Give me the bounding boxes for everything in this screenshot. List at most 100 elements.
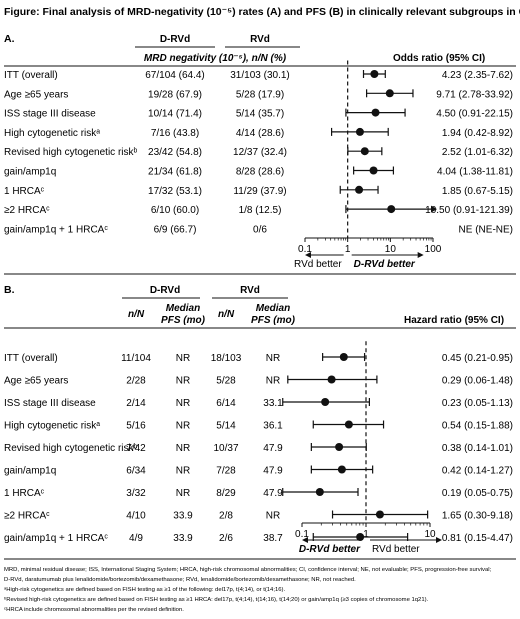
panel-a-x-tick-label: 1 (345, 244, 351, 255)
panel-a-row-label: Revised high cytogenetic riskᵇ (4, 147, 138, 158)
panel-b-forest-plot: 0.1 1 10 D-RVd better RVd better (282, 341, 442, 555)
panel-b-rvd-n-value: 7/28 (216, 466, 236, 477)
panel-b-rvd-pfs-value: 33.1 (263, 398, 283, 409)
panel-a-drvd-value: 67/104 (64.4) (145, 70, 205, 81)
panel-b-rvd-pfs-value: NR (266, 353, 280, 364)
panel-a-drvd-value: 6/9 (66.7) (154, 224, 197, 235)
panel-b-effect-text: 0.42 (0.14-1.27) (442, 466, 513, 477)
panel-b-row-label: ITT (overall) (4, 353, 58, 364)
panel-b-direction-arrowhead-right (436, 537, 442, 543)
panel-b-effect-text: 0.23 (0.05-1.13) (442, 398, 513, 409)
panel-a-point-estimate (371, 108, 380, 117)
panel-b-rvd-pfs-value: 47.9 (263, 443, 283, 454)
panel-b-effect-text: 0.81 (0.15-4.47) (442, 533, 513, 544)
panel-a-row-label: 1 HRCAᶜ (4, 186, 45, 197)
panel-b-rvd-n-value: 5/28 (216, 376, 236, 387)
panel-b-row-label: 1 HRCAᶜ (4, 488, 45, 499)
panel-b-point-estimate (315, 488, 324, 496)
panel-a-row-label: gain/amp1q (4, 167, 56, 178)
panel-a-rvd-value: 8/28 (28.6) (236, 167, 284, 178)
panel-a-point-estimate (369, 166, 378, 175)
panel-b-row-label: High cytogenetic riskᵃ (4, 421, 100, 432)
panel-b-drvd-pfs-value: NR (176, 488, 190, 499)
panel-a-metric-header: MRD negativity (10⁻⁵), n/N (%) (144, 53, 287, 64)
panel-b-drvd-pfs-value: NR (176, 376, 190, 387)
panel-a-point-estimate (370, 70, 379, 78)
panel-a-row-label: Age ≥65 years (4, 89, 68, 100)
panel-b-drvd-n-value: 4/9 (129, 533, 143, 544)
panel-b-effect-text: 0.45 (0.21-0.95) (442, 353, 513, 364)
panel-a-effect-text: 2.52 (1.01-6.32) (442, 147, 513, 158)
panel-a-point-estimate (360, 147, 369, 156)
panel-b-point-estimate (339, 353, 348, 361)
panel-b-rvd-n-value: 8/29 (216, 488, 236, 499)
panel-b-rvd-pfs-value: 47.9 (263, 466, 283, 477)
panel-b-drvd-pfs-value: NR (176, 466, 190, 477)
panel-a-row-label: ITT (overall) (4, 70, 58, 81)
panel-b-effect-text: 0.54 (0.15-1.88) (442, 421, 513, 432)
panel-a-ci-arrow (431, 205, 437, 213)
panel-b-rvd-n-value: 2/8 (219, 511, 233, 522)
panel-b-row-label: Revised high cytogenetic riskᵇ (4, 443, 138, 454)
panel-a-drvd-header: D-RVd (160, 34, 190, 45)
panel-a-point-estimate (387, 205, 396, 214)
panel-b: B. D-RVd RVd n/N Median PFS (mo) n/N Med… (4, 284, 516, 560)
panel-b-sub-header-rvd-pfs-1: Median (256, 303, 290, 314)
panel-a-x-tick-label: 100 (425, 244, 442, 255)
panel-a-drvd-value: 17/32 (53.1) (148, 186, 202, 197)
panel-a-effect-text: 9.71 (2.78-33.92) (436, 89, 513, 100)
panel-a-direction-arrowhead-right (417, 252, 424, 258)
panel-a-row-label: ≥2 HRCAᶜ (4, 205, 50, 216)
panel-a-x-tick-label: 10 (385, 244, 397, 255)
panel-b-effect-header: Hazard ratio (95% CI) (404, 315, 504, 326)
panel-b-sub-header-drvd-pfs-2: PFS (mo) (161, 315, 206, 326)
panel-b-rvd-n-value: 18/103 (211, 353, 242, 364)
footnote-c: ᶜHRCA include chromosomal abnormalities … (4, 607, 184, 613)
panel-b-direction-label-right: RVd better (372, 544, 420, 555)
footnote-b: ᵇRevised high-risk cytogenetics are defi… (4, 596, 429, 603)
panel-b-drvd-n-value: 7/42 (126, 443, 146, 454)
panel-a-rvd-value: 5/14 (35.7) (236, 109, 284, 120)
panel-b-point-estimate (327, 375, 336, 384)
panel-a-effect-text: 1.85 (0.67-5.15) (442, 186, 513, 197)
panel-a-drvd-value: 10/14 (71.4) (148, 109, 202, 120)
panel-b-rvd-n-value: 2/6 (219, 533, 233, 544)
panel-a-x-tick-label: 0.1 (298, 244, 312, 255)
panel-b-point-estimate (344, 420, 353, 429)
panel-a-label: A. (4, 33, 15, 45)
panel-b-rvd-pfs-value: 47.9 (263, 488, 283, 499)
panel-a-row-label: ISS stage III disease (4, 109, 96, 120)
panel-b-sub-header-rvd-n: n/N (218, 309, 235, 320)
panel-b-row-label: gain/amp1q + 1 HRCAᶜ (4, 533, 108, 544)
panel-b-drvd-pfs-value: NR (176, 443, 190, 454)
panel-a-rvd-value: 11/29 (37.9) (233, 186, 286, 197)
panel-b-point-estimate (337, 465, 346, 474)
panel-b-row-label: ISS stage III disease (4, 398, 96, 409)
panel-b-drvd-n-value: 6/34 (126, 466, 146, 477)
panel-b-drvd-n-value: 5/16 (126, 421, 146, 432)
panel-a-direction-label-left: RVd better (294, 259, 342, 270)
panel-a-drvd-value: 23/42 (54.8) (148, 147, 202, 158)
panel-a-effect-header: Odds ratio (95% CI) (393, 53, 485, 64)
panel-b-sub-header-rvd-pfs-2: PFS (mo) (251, 315, 296, 326)
panel-b-drvd-n-value: 11/104 (121, 353, 151, 364)
panel-b-drvd-n-value: 2/14 (126, 398, 146, 409)
panel-b-effect-text: 1.65 (0.30-9.18) (442, 511, 513, 522)
panel-b-rvd-pfs-value: 38.7 (263, 533, 283, 544)
panel-b-drvd-n-value: 4/10 (126, 511, 146, 522)
panel-a-drvd-value: 7/16 (43.8) (151, 128, 199, 139)
panel-b-row-label: ≥2 HRCAᶜ (4, 511, 50, 522)
panel-a-rvd-value: 1/8 (12.5) (239, 205, 282, 216)
panel-b-x-tick-label: 10 (424, 529, 436, 540)
panel-b-rvd-pfs-value: 36.1 (263, 421, 283, 432)
panel-a-rvd-header: RVd (250, 34, 270, 45)
panel-b-rvd-n-value: 6/14 (216, 398, 236, 409)
panel-a-drvd-value: 6/10 (60.0) (151, 205, 199, 216)
figure-title: Figure: Final analysis of MRD-negativity… (4, 6, 520, 18)
panel-a-effect-text: 10.50 (0.91-121.39) (425, 205, 513, 216)
panel-a-rvd-value: 5/28 (17.9) (236, 89, 284, 100)
panel-b-effect-text: 0.19 (0.05-0.75) (442, 488, 513, 499)
panel-a-effect-text: 4.50 (0.91-22.15) (436, 109, 513, 120)
panel-a-drvd-value: 19/28 (67.9) (148, 89, 202, 100)
panel-a-rvd-value: 12/37 (32.4) (233, 147, 287, 158)
